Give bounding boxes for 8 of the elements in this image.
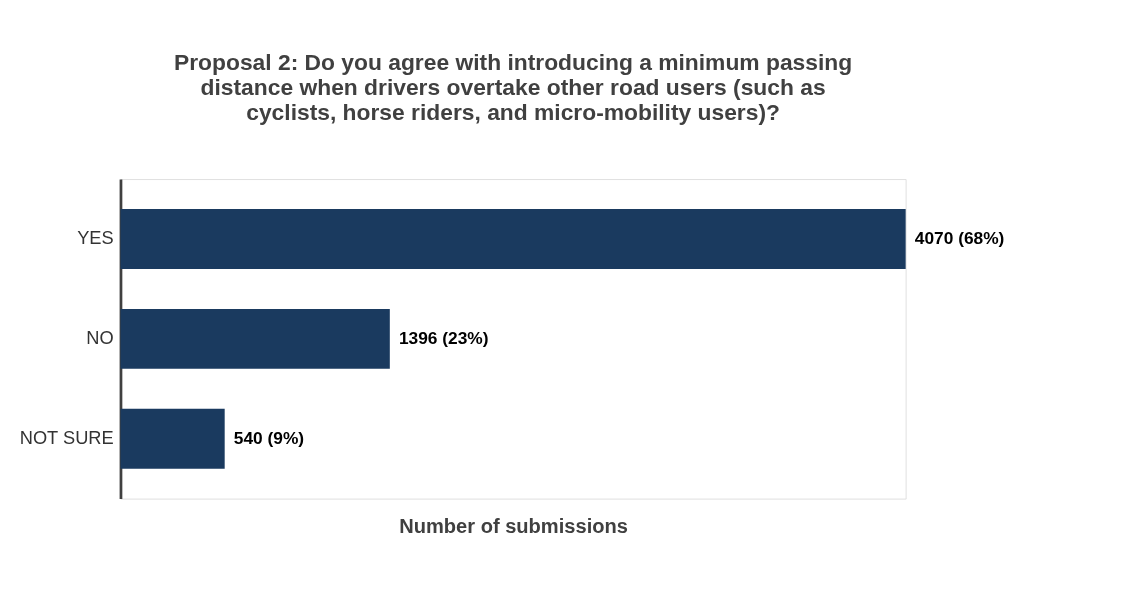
data-label: 4070 (68%) bbox=[914, 228, 1005, 249]
y-tick-label: NOT SURE bbox=[19, 427, 114, 449]
y-tick-label: YES bbox=[77, 227, 114, 249]
y-tick-label: NO bbox=[86, 327, 114, 349]
data-label: 1396 (23%) bbox=[398, 328, 489, 349]
data-label: 540 (9%) bbox=[233, 428, 305, 449]
x-axis-title: Number of submissions bbox=[399, 514, 628, 537]
chart-title: Proposal 2: Do you agree with introducing a minimum passing distance when drivers overtake other road users (such as cyclists, horse riders, and micro-mobility users)? bbox=[174, 49, 853, 125]
